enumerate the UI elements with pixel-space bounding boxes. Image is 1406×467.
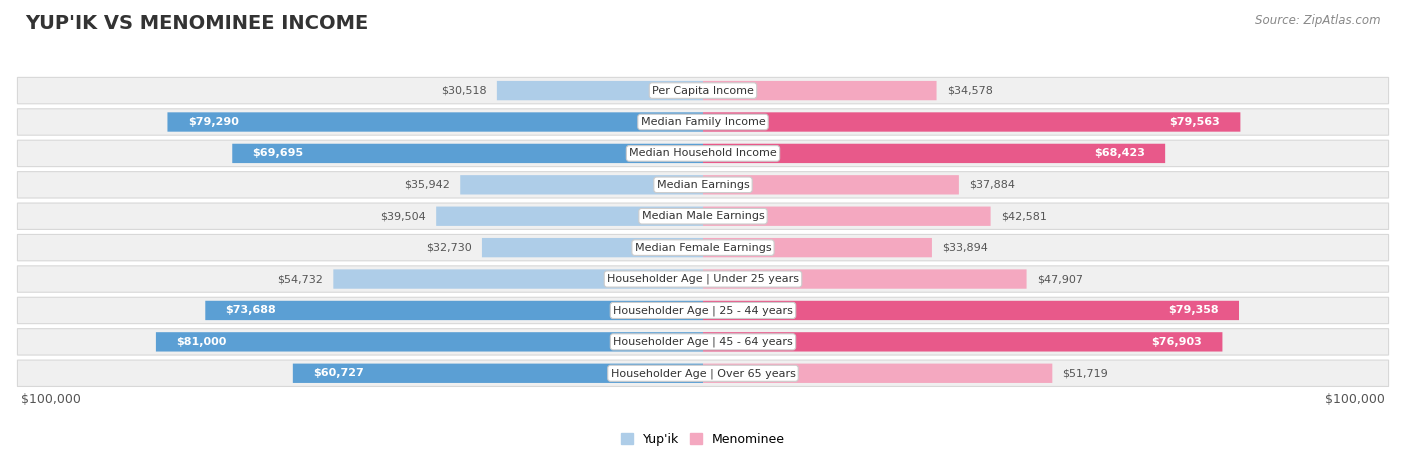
Text: Householder Age | Under 25 years: Householder Age | Under 25 years: [607, 274, 799, 284]
Text: $33,894: $33,894: [942, 243, 988, 253]
FancyBboxPatch shape: [292, 364, 703, 383]
Text: $100,000: $100,000: [1326, 394, 1385, 406]
Text: Median Male Earnings: Median Male Earnings: [641, 211, 765, 221]
FancyBboxPatch shape: [17, 297, 1389, 324]
FancyBboxPatch shape: [703, 175, 959, 194]
Text: Median Earnings: Median Earnings: [657, 180, 749, 190]
FancyBboxPatch shape: [232, 144, 703, 163]
Text: $79,358: $79,358: [1168, 305, 1219, 315]
Text: Median Household Income: Median Household Income: [628, 149, 778, 158]
FancyBboxPatch shape: [703, 206, 991, 226]
FancyBboxPatch shape: [460, 175, 703, 194]
FancyBboxPatch shape: [703, 113, 1240, 132]
FancyBboxPatch shape: [436, 206, 703, 226]
Text: $39,504: $39,504: [380, 211, 426, 221]
FancyBboxPatch shape: [17, 172, 1389, 198]
Text: Source: ZipAtlas.com: Source: ZipAtlas.com: [1256, 14, 1381, 27]
FancyBboxPatch shape: [333, 269, 703, 289]
Text: $34,578: $34,578: [946, 85, 993, 96]
FancyBboxPatch shape: [703, 269, 1026, 289]
Text: $30,518: $30,518: [441, 85, 486, 96]
FancyBboxPatch shape: [17, 360, 1389, 387]
FancyBboxPatch shape: [482, 238, 703, 257]
FancyBboxPatch shape: [17, 329, 1389, 355]
FancyBboxPatch shape: [17, 78, 1389, 104]
Text: $35,942: $35,942: [405, 180, 450, 190]
Text: $60,727: $60,727: [314, 368, 364, 378]
FancyBboxPatch shape: [703, 81, 936, 100]
Text: $54,732: $54,732: [277, 274, 323, 284]
Text: $79,563: $79,563: [1170, 117, 1220, 127]
FancyBboxPatch shape: [17, 234, 1389, 261]
Text: $68,423: $68,423: [1094, 149, 1144, 158]
Text: $47,907: $47,907: [1036, 274, 1083, 284]
Text: $100,000: $100,000: [21, 394, 80, 406]
Text: Per Capita Income: Per Capita Income: [652, 85, 754, 96]
Text: $79,290: $79,290: [188, 117, 239, 127]
FancyBboxPatch shape: [703, 238, 932, 257]
Text: Householder Age | Over 65 years: Householder Age | Over 65 years: [610, 368, 796, 379]
FancyBboxPatch shape: [205, 301, 703, 320]
Text: $37,884: $37,884: [969, 180, 1015, 190]
FancyBboxPatch shape: [17, 140, 1389, 167]
Text: $42,581: $42,581: [1001, 211, 1046, 221]
Text: Householder Age | 25 - 44 years: Householder Age | 25 - 44 years: [613, 305, 793, 316]
FancyBboxPatch shape: [703, 301, 1239, 320]
FancyBboxPatch shape: [167, 113, 703, 132]
Text: $76,903: $76,903: [1152, 337, 1202, 347]
FancyBboxPatch shape: [703, 332, 1222, 352]
Text: Median Female Earnings: Median Female Earnings: [634, 243, 772, 253]
Text: Median Family Income: Median Family Income: [641, 117, 765, 127]
FancyBboxPatch shape: [156, 332, 703, 352]
Text: $51,719: $51,719: [1063, 368, 1108, 378]
Text: $32,730: $32,730: [426, 243, 472, 253]
Text: Householder Age | 45 - 64 years: Householder Age | 45 - 64 years: [613, 337, 793, 347]
Text: $73,688: $73,688: [225, 305, 277, 315]
Legend: Yup'ik, Menominee: Yup'ik, Menominee: [616, 428, 790, 451]
FancyBboxPatch shape: [17, 109, 1389, 135]
Text: $69,695: $69,695: [253, 149, 304, 158]
FancyBboxPatch shape: [17, 203, 1389, 229]
Text: YUP'IK VS MENOMINEE INCOME: YUP'IK VS MENOMINEE INCOME: [25, 14, 368, 33]
FancyBboxPatch shape: [17, 266, 1389, 292]
FancyBboxPatch shape: [703, 364, 1052, 383]
FancyBboxPatch shape: [703, 144, 1166, 163]
FancyBboxPatch shape: [496, 81, 703, 100]
Text: $81,000: $81,000: [176, 337, 226, 347]
